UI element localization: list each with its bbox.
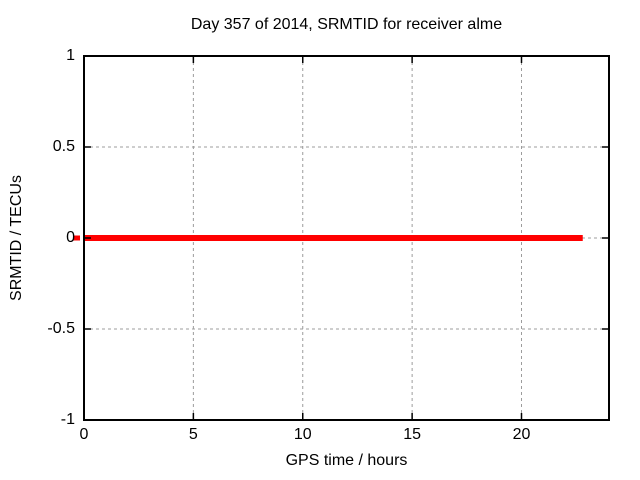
x-tick-label: 15 [403, 426, 422, 443]
plot-border [83, 55, 610, 421]
x-tick-label: 5 [188, 426, 198, 443]
chart-title: Day 357 of 2014, SRMTID for receiver alm… [190, 16, 503, 33]
x-tick-label: 0 [79, 426, 89, 443]
y-tick-label: 1 [66, 47, 75, 64]
x-tick-label: 10 [293, 426, 312, 443]
y-tick-label: 0 [66, 229, 75, 246]
y-tick-label: -1 [60, 411, 75, 428]
x-axis-label: GPS time / hours [285, 452, 408, 469]
x-tick-label: 20 [512, 426, 531, 443]
y-tick-label: -0.5 [47, 320, 75, 337]
y-tick-label: 0.5 [52, 138, 75, 155]
